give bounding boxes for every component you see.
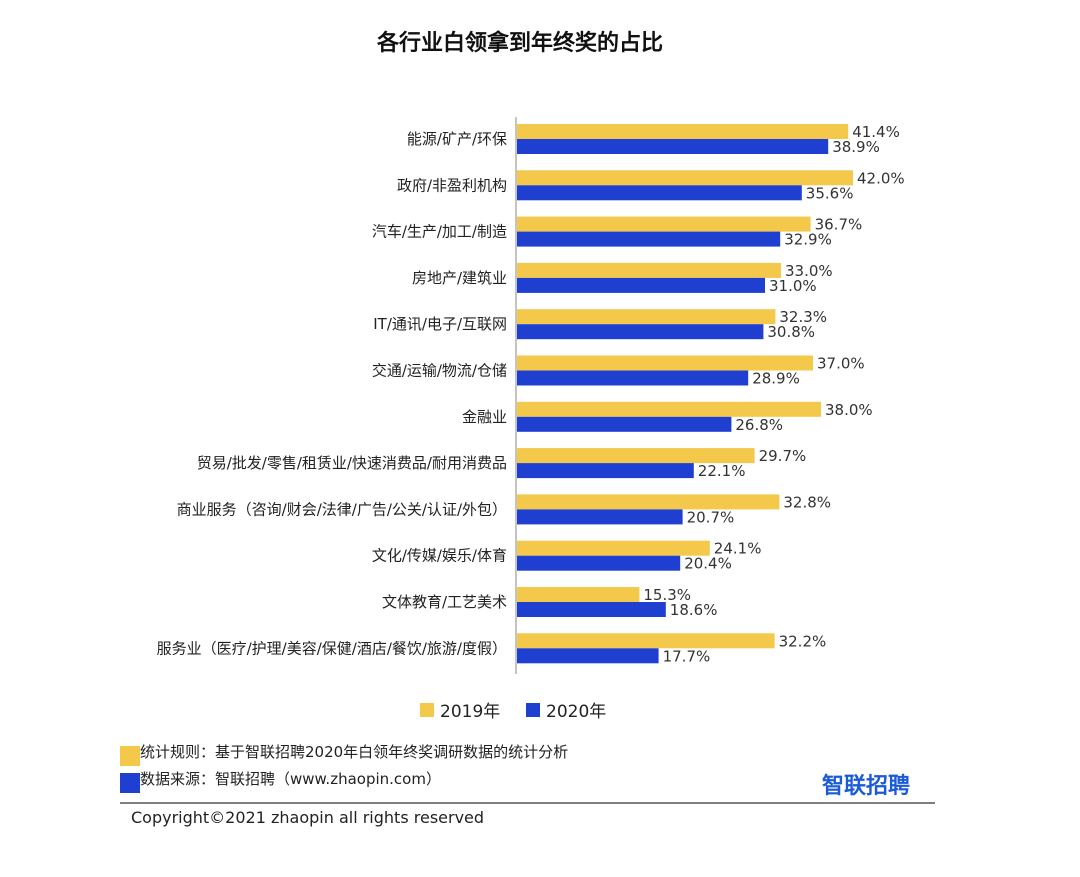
data-label: 26.8% (735, 416, 783, 434)
category-label: 金融业 (462, 408, 507, 426)
data-label: 17.7% (663, 647, 711, 665)
bar-2020年 (517, 370, 749, 386)
category-label: 服务业（医疗/护理/美容/保健/酒店/餐饮/旅游/度假） (157, 639, 507, 657)
bar-2019年 (517, 540, 710, 556)
bar-2019年 (517, 355, 813, 371)
data-label: 24.1% (714, 540, 762, 558)
bar-2019年 (517, 401, 821, 417)
legend-swatch (526, 703, 540, 717)
data-label: 20.7% (687, 508, 735, 526)
data-label: 32.2% (779, 632, 827, 650)
note-text: 统计规则：基于智联招聘2020年白领年终奖调研数据的统计分析 (140, 743, 568, 761)
data-label: 20.4% (684, 555, 732, 573)
bar-2019年 (517, 587, 640, 602)
bar-2019年 (517, 448, 755, 464)
data-label: 15.3% (643, 586, 691, 604)
category-label: 文化/传媒/娱乐/体育 (372, 547, 507, 565)
note-text: 数据来源：智联招聘（www.zhaopin.com） (140, 770, 441, 788)
data-label: 32.8% (783, 493, 831, 511)
bar-2020年 (517, 648, 659, 664)
bar-2019年 (517, 262, 781, 278)
bars-group: 能源/矿产/环保 41.4%38.9% 政府/非盈利机构 42.0%35.6% 汽车/生… (157, 123, 905, 665)
bar-2019年 (517, 494, 780, 510)
data-label: 36.7% (815, 216, 863, 234)
legend: 2019年 2020年 (420, 702, 606, 722)
legend-swatch (420, 703, 434, 717)
data-label: 42.0% (857, 169, 905, 187)
data-label: 18.6% (670, 601, 718, 619)
data-label: 32.3% (779, 308, 827, 326)
data-label: 41.4% (852, 123, 900, 141)
chart-title: 各行业白领拿到年终奖的占比 (376, 30, 663, 56)
bar-2020年 (517, 602, 666, 617)
bar-2020年 (517, 555, 681, 571)
data-label: 28.9% (752, 370, 800, 388)
bar-2020年 (517, 139, 829, 154)
data-label: 38.0% (825, 401, 873, 419)
brand-logo: 智联招聘 (822, 773, 910, 799)
note-swatch (120, 746, 140, 766)
bar-2019年 (517, 633, 775, 649)
data-label: 29.7% (759, 447, 807, 465)
bar-2020年 (517, 509, 683, 525)
bar-2020年 (517, 324, 764, 340)
category-label: 汽车/生产/加工/制造 (372, 223, 507, 241)
bar-2020年 (517, 416, 732, 432)
data-label: 38.9% (832, 138, 880, 156)
category-label: 商业服务（咨询/财会/法律/广告/公关/认证/外包） (177, 500, 507, 518)
data-label: 35.6% (806, 184, 854, 202)
bar-2019年 (517, 124, 849, 139)
data-label: 30.8% (767, 323, 815, 341)
note-swatch (120, 773, 140, 793)
copyright-text: Copyright©2021 zhaopin all rights reserv… (131, 808, 484, 827)
bar-2020年 (517, 277, 765, 293)
category-label: IT/通讯/电子/互联网 (373, 315, 507, 333)
bar-2019年 (517, 170, 853, 186)
bar-2019年 (517, 216, 811, 232)
data-label: 33.0% (785, 262, 833, 280)
data-label: 31.0% (769, 277, 817, 295)
category-label: 能源/矿产/环保 (407, 130, 507, 148)
data-label: 32.9% (784, 231, 832, 249)
legend-label: 2020年 (546, 702, 606, 722)
legend-label: 2019年 (440, 702, 500, 722)
bar-2020年 (517, 231, 781, 247)
bar-2020年 (517, 463, 694, 479)
category-label: 政府/非盈利机构 (397, 176, 507, 194)
category-label: 交通/运输/物流/仓储 (372, 362, 507, 380)
category-label: 贸易/批发/零售/租赁业/快速消费品/耐用消费品 (197, 454, 507, 472)
data-label: 37.0% (817, 355, 865, 373)
data-label: 22.1% (698, 462, 746, 480)
category-label: 房地产/建筑业 (412, 269, 507, 287)
footnotes: 统计规则：基于智联招聘2020年白领年终奖调研数据的统计分析数据来源：智联招聘（… (120, 743, 568, 793)
bar-2019年 (517, 309, 776, 325)
bar-2020年 (517, 185, 802, 201)
category-label: 文体教育/工艺美术 (382, 593, 507, 611)
